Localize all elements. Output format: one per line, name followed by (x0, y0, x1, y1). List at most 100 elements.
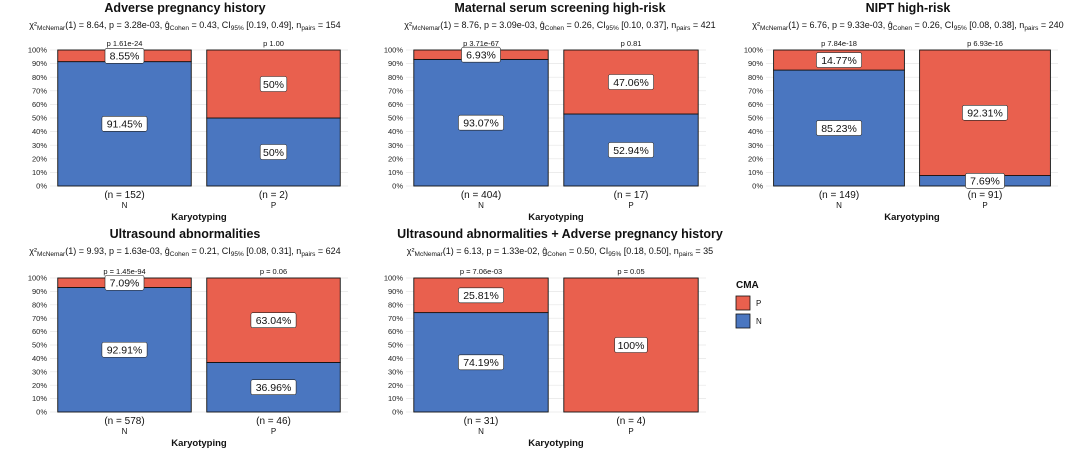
data-label: 100% (618, 340, 645, 352)
stat-ci-sub: 95% (608, 251, 621, 258)
stat-n-val: = 35 (693, 246, 713, 256)
stat-ci-val: [0.10, 0.37], (619, 20, 672, 30)
y-tick-label: 30% (748, 141, 763, 150)
data-label-box (816, 120, 862, 136)
stats-subtitle: χ²McNemar(1) = 6.76, p = 9.33e-03, ĝCohe… (752, 20, 1063, 32)
data-label: 93.07% (463, 118, 499, 130)
stat-ci-val: [0.19, 0.49], (244, 20, 297, 30)
y-tick-label: 10% (388, 394, 403, 403)
y-tick-label: 90% (748, 59, 763, 68)
stat-g: ĝ (165, 246, 170, 256)
data-label-box (250, 379, 297, 396)
y-tick-label: 20% (32, 381, 47, 390)
stat-p: p = 3.09e-03, (484, 20, 540, 30)
stat-n-sub: pairs (301, 25, 316, 32)
y-tick-label: 0% (752, 182, 763, 191)
y-tick-label: 10% (388, 168, 403, 177)
data-label: 91.45% (107, 119, 143, 131)
data-label: 7.09% (110, 278, 140, 290)
count-label: (n = 149) (819, 190, 859, 201)
stat-n: n (296, 246, 301, 256)
stat-df: (1) = 9.93, (65, 246, 109, 256)
y-tick-label: 60% (388, 327, 403, 336)
x-tick-label: N (478, 427, 484, 436)
y-tick-label: 50% (388, 114, 403, 123)
stat-p: p = 9.33e-03, (832, 20, 888, 30)
stat-g-sub: Cohen (547, 251, 567, 258)
y-tick-label: 0% (392, 182, 403, 191)
y-tick-label: 50% (32, 341, 47, 350)
stat-ci-sub: 95% (954, 25, 967, 32)
data-label-box (104, 274, 145, 291)
data-label: 85.23% (821, 123, 857, 135)
panel-title: Adverse pregnancy history (104, 1, 265, 15)
stat-ci-sub: 95% (231, 251, 244, 258)
stat-ci-val: [0.18, 0.50], (621, 246, 674, 256)
stat-n-val: = 421 (690, 20, 715, 30)
stat-n-sub: pairs (679, 251, 694, 258)
y-tick-label: 80% (748, 73, 763, 82)
x-axis-title: Karyotyping (528, 438, 584, 449)
stat-n-val: = 154 (315, 20, 340, 30)
panel-5: Ultrasound abnormalities + Adverse pregn… (384, 227, 723, 449)
count-label: (n = 404) (461, 190, 501, 201)
y-tick-label: 40% (388, 127, 403, 136)
stat-n-sub: pairs (1024, 25, 1039, 32)
stat-g: ĝ (542, 246, 547, 256)
stat-ci-sub: 95% (231, 25, 244, 32)
stats-subtitle: χ²McNemar(1) = 6.13, p = 1.33e-02, ĝCohe… (407, 246, 713, 258)
stats-subtitle: χ²McNemar(1) = 8.64, p = 3.28e-03, ĝCohe… (29, 20, 340, 32)
stat-n: n (671, 20, 676, 30)
stat-chi: χ² (29, 246, 37, 256)
data-label-box (104, 48, 145, 64)
data-label: 14.77% (821, 55, 857, 67)
y-tick-label: 90% (32, 287, 47, 296)
stat-df: (1) = 8.64, (65, 20, 109, 30)
data-label-box (962, 104, 1008, 121)
y-tick-label: 100% (384, 46, 404, 55)
stat-g-val: = 0.50, CI (566, 246, 608, 256)
panel-title: NIPT high-risk (866, 1, 951, 15)
y-tick-label: 20% (32, 154, 47, 163)
y-tick-label: 80% (32, 73, 47, 82)
data-label: 52.94% (613, 145, 649, 157)
data-label: 47.06% (613, 77, 649, 89)
y-tick-label: 20% (388, 154, 403, 163)
panel-title: Maternal serum screening high-risk (454, 1, 665, 15)
stat-n: n (296, 20, 301, 30)
data-label: 6.93% (466, 50, 496, 62)
panel-title: Ultrasound abnormalities + Adverse pregn… (397, 227, 723, 241)
p-value-label: p 6.93e-16 (967, 39, 1003, 48)
y-tick-label: 70% (32, 86, 47, 95)
x-tick-label: N (122, 427, 128, 436)
stat-g-sub: Cohen (170, 251, 190, 258)
panel-4: Ultrasound abnormalities χ²McNemar(1) = 9… (28, 227, 348, 449)
x-tick-label: N (836, 201, 842, 210)
data-label-box (101, 116, 148, 132)
legend-swatch-N (735, 313, 751, 329)
stat-chi-sub: McNemar (760, 25, 789, 32)
y-tick-label: 70% (388, 86, 403, 95)
count-label: (n = 578) (104, 416, 144, 427)
y-tick-label: 100% (384, 274, 404, 283)
stat-g: ĝ (165, 20, 170, 30)
stats-subtitle: χ²McNemar(1) = 8.76, p = 3.09e-03, ĝCohe… (404, 20, 715, 32)
legend: CMA PN (735, 280, 762, 329)
y-tick-label: 80% (388, 300, 403, 309)
data-label-box (458, 287, 504, 304)
y-tick-label: 40% (748, 127, 763, 136)
data-label: 36.96% (256, 382, 292, 394)
stat-g-val: = 0.26, CI (564, 20, 606, 30)
y-tick-label: 70% (32, 314, 47, 323)
y-tick-label: 60% (748, 100, 763, 109)
x-tick-label: P (628, 201, 633, 210)
count-label: (n = 4) (616, 416, 645, 427)
stat-df: (1) = 6.13, (443, 246, 487, 256)
y-tick-label: 60% (32, 327, 47, 336)
y-tick-label: 40% (32, 354, 47, 363)
stat-chi: χ² (752, 20, 760, 30)
data-label-box (461, 46, 501, 63)
data-label-box (965, 172, 1005, 189)
y-tick-label: 100% (744, 46, 764, 55)
stat-g: ĝ (540, 20, 545, 30)
